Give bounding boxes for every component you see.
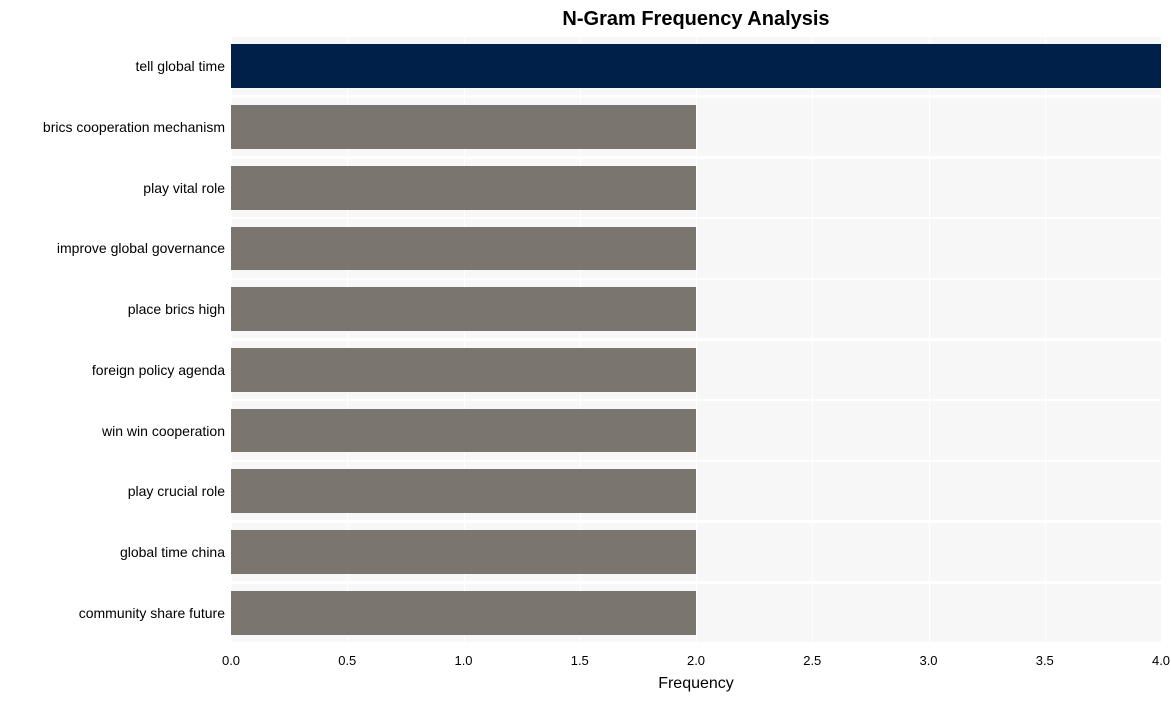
chart-title: N-Gram Frequency Analysis — [231, 8, 1161, 31]
grid-line-vertical — [812, 36, 813, 643]
x-tick-label: 2.5 — [803, 653, 821, 668]
y-category-label: play vital role — [143, 180, 225, 196]
x-tick-label: 2.0 — [687, 653, 705, 668]
y-category-label: improve global governance — [57, 240, 225, 256]
grid-line-vertical — [696, 36, 697, 643]
x-tick-label: 0.0 — [222, 653, 240, 668]
chart-container: N-Gram Frequency Analysis Frequency 0.0 0… — [0, 0, 1171, 701]
bar — [231, 105, 696, 149]
bar — [231, 591, 696, 635]
x-tick-label: 0.5 — [338, 653, 356, 668]
bar — [231, 409, 696, 453]
grid-line-vertical — [1045, 36, 1046, 643]
plot-area — [231, 36, 1161, 643]
bar — [231, 287, 696, 331]
bar — [231, 469, 696, 513]
x-tick-label: 3.0 — [919, 653, 937, 668]
grid-line-vertical — [929, 36, 930, 643]
y-category-label: play crucial role — [128, 483, 225, 499]
x-tick-label: 3.5 — [1036, 653, 1054, 668]
y-category-label: win win cooperation — [102, 423, 225, 439]
bar — [231, 530, 696, 574]
y-category-label: community share future — [79, 605, 225, 621]
bar — [231, 227, 696, 271]
x-tick-label: 4.0 — [1152, 653, 1170, 668]
bar — [231, 166, 696, 210]
y-category-label: tell global time — [136, 58, 226, 74]
y-category-label: foreign policy agenda — [92, 362, 225, 378]
x-tick-label: 1.0 — [454, 653, 472, 668]
y-category-label: global time china — [120, 544, 225, 560]
bar — [231, 44, 1161, 88]
bar — [231, 348, 696, 392]
x-axis-label: Frequency — [231, 675, 1161, 693]
grid-line-vertical — [1161, 36, 1162, 643]
y-category-label: place brics high — [128, 301, 225, 317]
x-tick-label: 1.5 — [571, 653, 589, 668]
y-category-label: brics cooperation mechanism — [43, 119, 225, 135]
